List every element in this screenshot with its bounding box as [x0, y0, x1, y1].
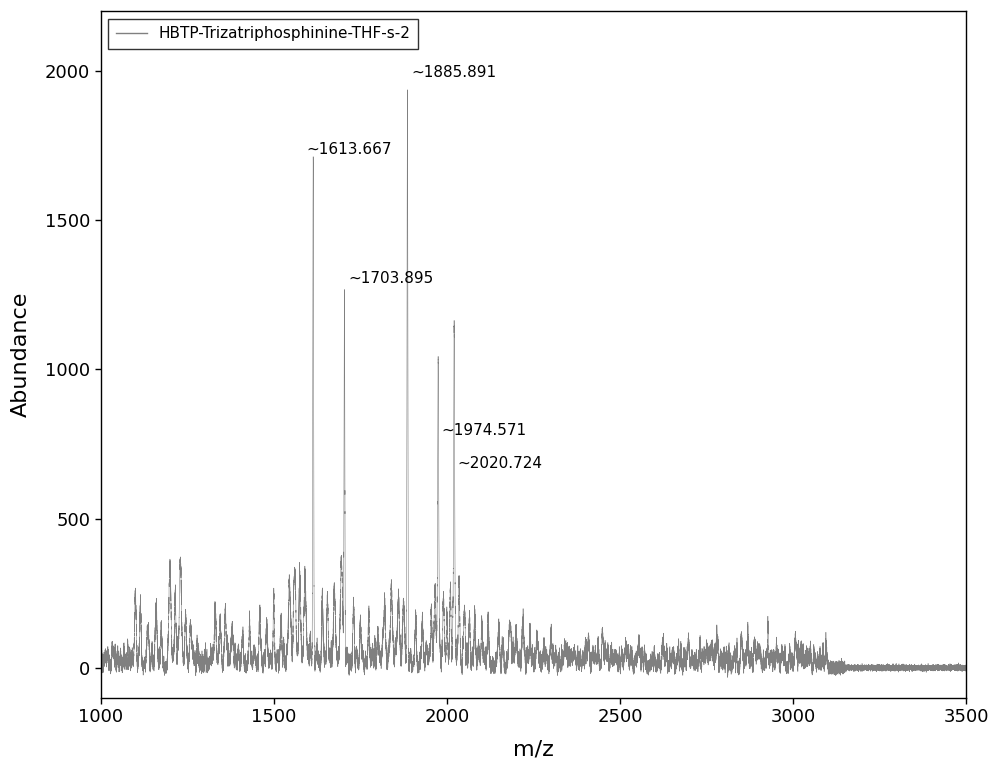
Text: ~2020.724: ~2020.724: [458, 456, 543, 471]
X-axis label: m/z: m/z: [513, 740, 554, 760]
Text: ~1613.667: ~1613.667: [306, 143, 392, 157]
Y-axis label: Abundance: Abundance: [11, 291, 31, 417]
Legend: HBTP-Trizatriphosphinine-THF-s-2: HBTP-Trizatriphosphinine-THF-s-2: [108, 19, 418, 49]
Text: ~1885.891: ~1885.891: [411, 65, 496, 79]
Text: ~1974.571: ~1974.571: [442, 423, 527, 438]
Text: ~1703.895: ~1703.895: [348, 271, 433, 286]
